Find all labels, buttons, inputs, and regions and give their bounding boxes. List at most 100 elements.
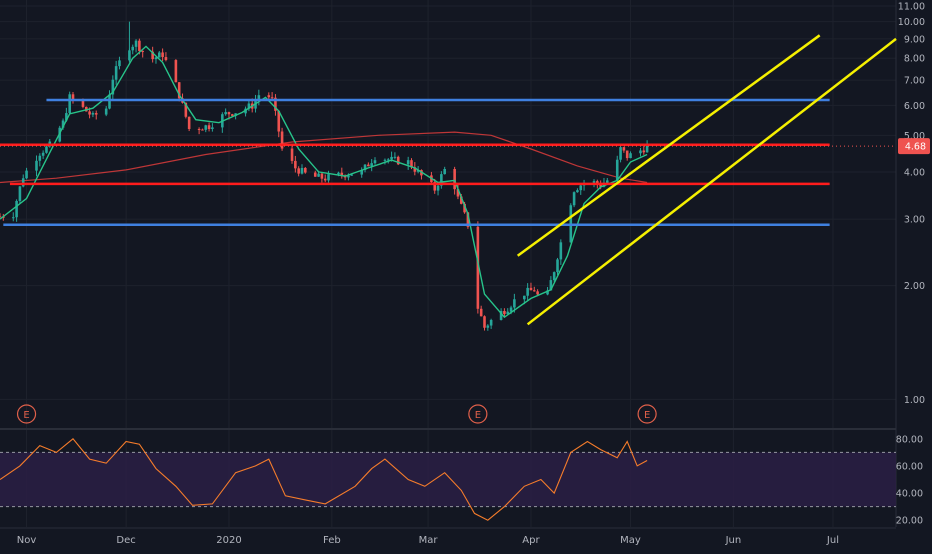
candle <box>552 271 556 282</box>
time-tick-label: Apr <box>522 535 540 546</box>
candle-body <box>277 110 281 132</box>
candle <box>280 127 284 151</box>
candle-body <box>131 46 135 51</box>
trend-channel-line[interactable] <box>516 34 821 257</box>
earnings-event-marker[interactable]: E <box>16 404 37 424</box>
candle <box>625 150 629 161</box>
time-tick-label: Jul <box>826 535 839 546</box>
trend-channel[interactable] <box>516 34 897 326</box>
candle-body <box>549 280 553 291</box>
candle-body <box>360 169 364 175</box>
candle <box>128 48 131 63</box>
candle-body <box>45 146 48 153</box>
trend-channel-line[interactable] <box>526 37 897 326</box>
candle-body <box>38 155 42 161</box>
candle <box>479 305 483 317</box>
candle-body <box>546 290 549 295</box>
candle-body <box>25 170 28 179</box>
short-ma-line <box>0 45 648 319</box>
candle <box>506 308 510 315</box>
candle <box>197 127 201 135</box>
candle-body <box>506 311 510 315</box>
candle-body <box>230 114 234 116</box>
candle-body <box>290 148 294 161</box>
candle-body <box>224 112 227 115</box>
candle-body <box>479 308 483 317</box>
candle <box>68 91 71 115</box>
candle <box>131 44 135 55</box>
price-tick-label: 6.00 <box>904 101 925 112</box>
candle <box>529 282 533 291</box>
candle <box>363 164 367 173</box>
candle <box>556 257 559 275</box>
candle <box>436 183 440 196</box>
candle-body <box>350 174 354 176</box>
candle-body <box>187 116 191 129</box>
candle-body <box>174 60 178 83</box>
candle-body <box>529 287 533 291</box>
candle-body <box>476 226 480 309</box>
candle <box>396 155 400 166</box>
candle-body <box>532 290 536 292</box>
earnings-event-marker[interactable]: E <box>637 404 657 424</box>
candle <box>367 162 370 167</box>
candle-body <box>41 152 45 156</box>
candle-body <box>257 95 261 101</box>
candle <box>645 140 649 153</box>
candle <box>41 150 45 159</box>
candle <box>71 92 75 104</box>
price-tick-label: 3.00 <box>904 215 925 226</box>
time-tick-label: Feb <box>323 535 341 546</box>
candle <box>15 199 18 222</box>
candle-body <box>108 94 111 109</box>
candle-body <box>184 102 188 117</box>
candle <box>406 156 410 170</box>
long-moving-average <box>0 131 648 184</box>
candle-body <box>440 174 443 186</box>
candle-body <box>11 217 15 219</box>
axes: 1.00 2.00 3.00 4.00 5.00 6.00 7.00 8.00 9.00 10.0… <box>17 2 930 546</box>
candle <box>38 153 42 167</box>
candle <box>486 324 490 331</box>
candle-body <box>625 150 629 159</box>
candle-body <box>197 128 201 130</box>
candle-body <box>161 52 164 58</box>
candle <box>91 111 95 118</box>
candle <box>320 172 324 183</box>
candle <box>118 56 121 70</box>
event-marker-circle <box>637 404 657 424</box>
candle-body <box>297 168 300 174</box>
candle-body <box>605 180 609 183</box>
candle-body <box>642 150 646 153</box>
grid-lines <box>0 0 897 529</box>
candle <box>576 188 579 193</box>
candle <box>443 166 446 175</box>
candle-body <box>486 325 490 328</box>
candle <box>18 185 22 204</box>
candle-body <box>596 181 599 184</box>
horizontal-levels[interactable] <box>0 98 896 226</box>
candle-body <box>201 129 204 131</box>
price-tick-label: 9.00 <box>904 34 925 45</box>
candle-body <box>111 79 115 95</box>
candle-body <box>234 113 237 116</box>
candle <box>207 122 211 132</box>
candle-body <box>340 172 344 176</box>
candle <box>0 213 2 218</box>
candle <box>187 116 191 132</box>
candle-body <box>443 169 446 175</box>
candle-body <box>128 50 131 61</box>
candle-body <box>304 167 307 173</box>
candle-body <box>154 57 158 60</box>
earnings-event-marker[interactable]: E <box>468 404 488 424</box>
candle-body <box>523 295 526 300</box>
candle <box>476 221 480 314</box>
candle <box>297 166 300 177</box>
candle <box>629 151 632 159</box>
candle <box>456 183 460 200</box>
candle-body <box>71 94 75 100</box>
candle <box>161 48 164 62</box>
